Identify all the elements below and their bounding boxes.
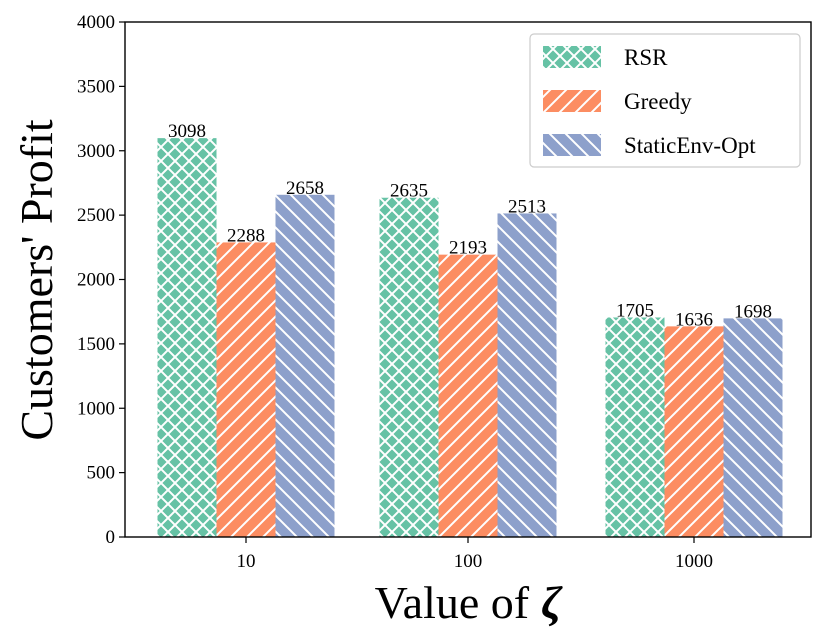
y-tick-label: 3000 <box>77 141 115 162</box>
y-tick-label: 1500 <box>77 334 115 355</box>
x-axis-title: Value of ζ <box>375 577 564 628</box>
legend-label: RSR <box>624 45 668 70</box>
y-tick-label: 3500 <box>77 76 115 97</box>
y-tick-label: 2000 <box>77 270 115 291</box>
legend-label: Greedy <box>624 89 692 114</box>
data-label: 1698 <box>734 301 772 322</box>
x-tick-label: 10 <box>237 551 256 572</box>
x-axis-title-symbol: ζ <box>541 577 563 628</box>
bar-rsr-10 <box>157 138 217 537</box>
y-tick-label: 1000 <box>77 398 115 419</box>
data-label: 1636 <box>675 309 713 330</box>
legend-swatch <box>543 134 601 156</box>
data-label: 2288 <box>227 225 265 246</box>
bar-greedy-1000 <box>664 326 724 537</box>
bar-staticenv-opt-10 <box>275 194 335 537</box>
legend-label: StaticEnv-Opt <box>624 133 756 158</box>
x-tick-label: 100 <box>454 551 483 572</box>
legend: RSR Greedy StaticEnv-Opt <box>529 33 801 168</box>
bar-staticenv-opt-1000 <box>723 318 783 537</box>
data-label: 3098 <box>168 121 206 142</box>
data-label: 2193 <box>449 238 487 259</box>
bar-staticenv-opt-100 <box>497 213 557 538</box>
bar-greedy-100 <box>438 254 498 537</box>
bar-rsr-1000 <box>605 317 665 537</box>
bars-group <box>157 138 783 538</box>
data-label: 2635 <box>390 181 428 202</box>
data-label: 1705 <box>616 300 654 321</box>
legend-swatch <box>543 46 601 68</box>
data-labels-group: 3098 2288 2658 2635 2193 2513 1705 1636 1698 <box>168 121 772 330</box>
x-tick-label: 1000 <box>675 551 713 572</box>
y-axis-ticks: 0 500 1000 1500 2000 2500 3000 3500 4000 <box>77 12 125 548</box>
bar-rsr-100 <box>379 197 439 537</box>
data-label: 2658 <box>286 178 324 199</box>
y-tick-label: 0 <box>106 527 116 548</box>
x-axis-title-text: Value of <box>375 577 530 628</box>
legend-swatch <box>543 90 601 112</box>
bar-greedy-10 <box>216 242 276 538</box>
y-axis-title: Customers' Profit <box>11 119 62 441</box>
data-label: 2513 <box>508 196 546 217</box>
y-tick-label: 4000 <box>77 12 115 33</box>
x-axis-ticks: 10 100 1000 <box>237 537 713 572</box>
y-tick-label: 500 <box>87 463 116 484</box>
y-tick-label: 2500 <box>77 205 115 226</box>
